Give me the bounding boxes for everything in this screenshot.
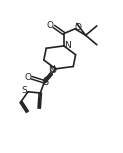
Text: S: S <box>21 86 27 95</box>
Text: O: O <box>75 23 82 32</box>
Text: O: O <box>47 21 54 30</box>
Text: O: O <box>49 66 56 75</box>
Text: N: N <box>48 65 55 74</box>
Text: O: O <box>24 73 31 82</box>
Text: N: N <box>64 41 71 50</box>
Text: S: S <box>42 77 48 87</box>
